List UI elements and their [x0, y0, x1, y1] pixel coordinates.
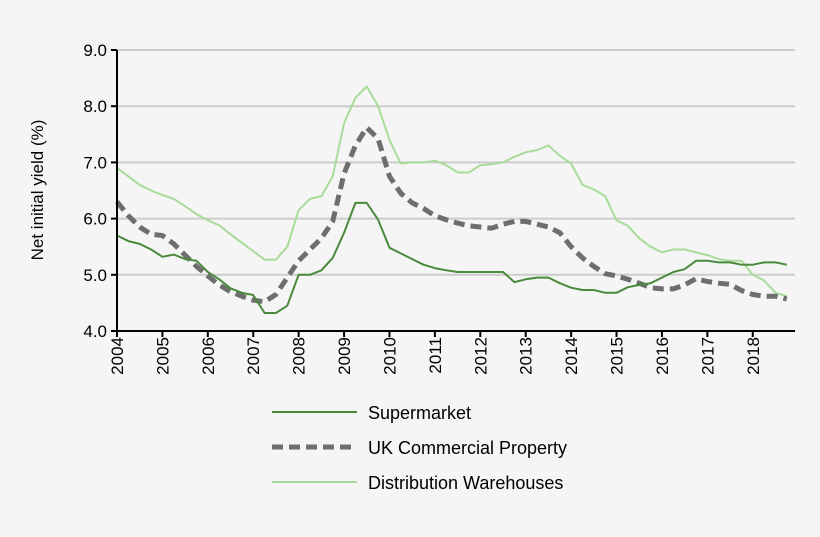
x-tick-label: 2006 [199, 337, 218, 375]
x-tick-label: 2012 [471, 337, 490, 375]
x-tick-label: 2011 [426, 337, 445, 374]
x-tick-label: 2004 [108, 337, 127, 375]
x-tick-label: 2009 [335, 337, 354, 375]
x-tick-label: 2014 [562, 337, 581, 375]
axes: 4.0 5.0 6.0 7.0 8.0 9.0 2004 2005 2006 2007 2008 20… [83, 41, 795, 375]
x-tick-label: 2018 [744, 337, 763, 375]
legend: Supermarket UK Commercial Property Distrib… [272, 403, 567, 493]
x-tick-label: 2017 [698, 337, 717, 375]
series-line-2 [116, 85, 788, 298]
x-tick-label: 2015 [608, 337, 627, 375]
x-tick-label: 2010 [380, 337, 399, 375]
y-tick-label: 7.0 [83, 153, 107, 172]
y-tick-label: 5.0 [83, 266, 107, 285]
series-line-0 [116, 201, 787, 314]
legend-label: Supermarket [368, 403, 471, 423]
series-line-1 [115, 125, 788, 305]
y-tick-label: 8.0 [83, 97, 107, 116]
y-tick-label: 4.0 [83, 322, 107, 341]
series-lines [115, 85, 788, 314]
y-axis-label: Net initial yield (%) [28, 120, 47, 261]
y-tick-label: 6.0 [83, 210, 107, 229]
x-tick-label: 2007 [244, 337, 263, 375]
x-tick-label: 2008 [290, 337, 309, 375]
x-tick-label: 2005 [153, 337, 172, 375]
legend-label: UK Commercial Property [368, 438, 567, 458]
legend-label: Distribution Warehouses [368, 473, 563, 493]
gridlines [117, 49, 795, 276]
y-tick-label: 9.0 [83, 41, 107, 60]
x-tick-label: 2016 [653, 337, 672, 375]
x-tick-label: 2013 [517, 337, 536, 375]
